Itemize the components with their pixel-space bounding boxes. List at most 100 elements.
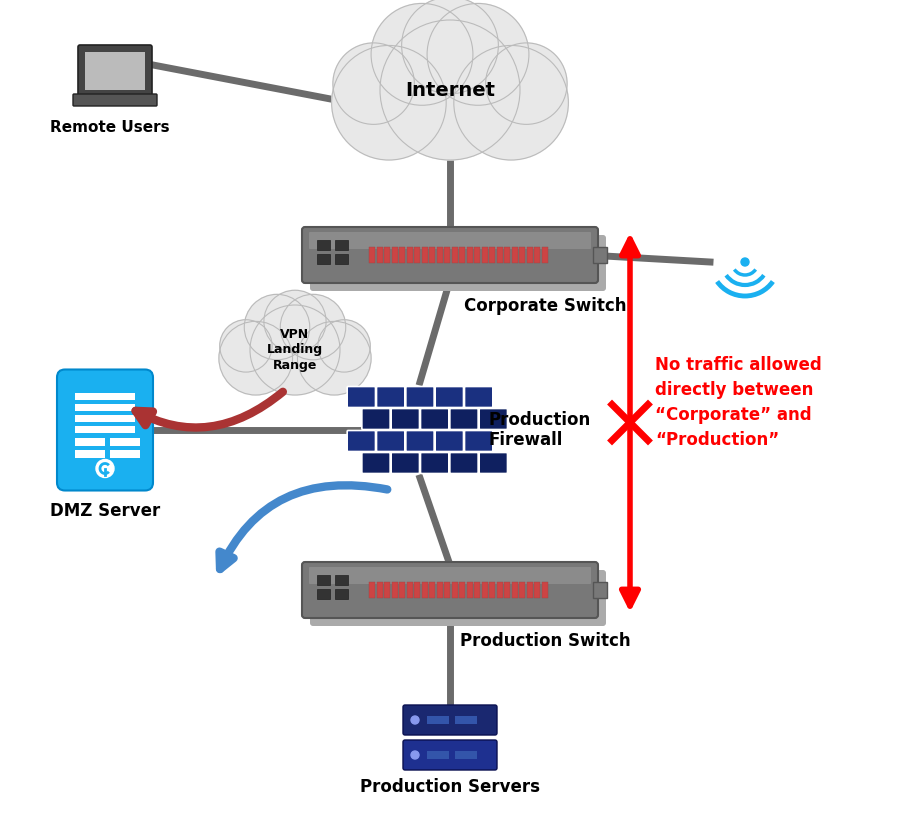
Bar xyxy=(369,582,375,598)
FancyBboxPatch shape xyxy=(464,431,493,451)
Circle shape xyxy=(298,321,371,395)
Bar xyxy=(455,716,477,724)
Bar xyxy=(526,582,533,598)
FancyBboxPatch shape xyxy=(309,567,591,584)
Bar xyxy=(519,582,525,598)
Bar xyxy=(75,437,105,446)
FancyBboxPatch shape xyxy=(376,431,405,451)
Bar xyxy=(519,247,525,263)
Circle shape xyxy=(428,3,529,106)
Bar xyxy=(436,582,443,598)
FancyBboxPatch shape xyxy=(403,740,497,770)
FancyBboxPatch shape xyxy=(57,369,153,491)
FancyBboxPatch shape xyxy=(479,409,508,429)
Bar xyxy=(400,247,405,263)
Bar xyxy=(455,751,477,759)
Text: DMZ Server: DMZ Server xyxy=(50,502,160,520)
Circle shape xyxy=(244,294,310,360)
Bar xyxy=(482,247,488,263)
Circle shape xyxy=(333,43,414,124)
Circle shape xyxy=(96,459,114,477)
Bar xyxy=(335,589,348,599)
Circle shape xyxy=(741,258,749,266)
Bar xyxy=(75,414,135,422)
Bar xyxy=(85,52,145,90)
Text: Remote Users: Remote Users xyxy=(50,120,170,135)
Bar xyxy=(452,582,458,598)
Bar xyxy=(414,247,420,263)
Text: Internet: Internet xyxy=(405,80,495,99)
Bar xyxy=(504,582,510,598)
FancyBboxPatch shape xyxy=(347,431,375,451)
Bar xyxy=(110,437,140,446)
Bar xyxy=(482,582,488,598)
FancyBboxPatch shape xyxy=(310,570,606,626)
Bar xyxy=(407,582,413,598)
Bar xyxy=(526,247,533,263)
FancyBboxPatch shape xyxy=(73,94,157,106)
Text: Production Servers: Production Servers xyxy=(360,778,540,796)
Circle shape xyxy=(371,3,472,106)
FancyBboxPatch shape xyxy=(403,705,497,735)
FancyBboxPatch shape xyxy=(392,409,419,429)
FancyBboxPatch shape xyxy=(362,453,391,473)
FancyBboxPatch shape xyxy=(436,387,464,408)
Bar xyxy=(497,247,502,263)
FancyBboxPatch shape xyxy=(406,431,434,451)
Circle shape xyxy=(380,20,520,160)
Bar xyxy=(377,247,382,263)
FancyBboxPatch shape xyxy=(362,409,391,429)
FancyBboxPatch shape xyxy=(479,453,508,473)
FancyBboxPatch shape xyxy=(302,562,598,618)
Bar xyxy=(459,582,465,598)
FancyBboxPatch shape xyxy=(420,453,449,473)
Bar xyxy=(445,247,450,263)
Circle shape xyxy=(219,321,292,395)
Bar xyxy=(335,254,348,264)
Bar xyxy=(317,254,330,264)
FancyBboxPatch shape xyxy=(406,387,434,408)
FancyBboxPatch shape xyxy=(450,453,478,473)
FancyBboxPatch shape xyxy=(392,453,419,473)
Bar xyxy=(490,582,495,598)
Circle shape xyxy=(250,305,340,395)
Bar xyxy=(392,247,398,263)
Bar xyxy=(75,426,135,432)
Bar xyxy=(511,247,517,263)
Bar xyxy=(504,247,510,263)
Bar xyxy=(474,247,481,263)
Bar xyxy=(422,582,427,598)
Bar xyxy=(542,582,547,598)
Bar xyxy=(369,247,375,263)
FancyBboxPatch shape xyxy=(376,387,405,408)
Text: VPN
Landing
Range: VPN Landing Range xyxy=(267,328,323,373)
FancyBboxPatch shape xyxy=(464,387,493,408)
Bar xyxy=(429,247,436,263)
Circle shape xyxy=(411,751,419,759)
Bar xyxy=(335,575,348,585)
Bar xyxy=(75,450,105,458)
Circle shape xyxy=(401,0,499,94)
Bar xyxy=(317,240,330,250)
Bar xyxy=(429,582,436,598)
Bar xyxy=(445,582,450,598)
Circle shape xyxy=(264,290,326,352)
Circle shape xyxy=(486,43,567,124)
Text: Production
Firewall: Production Firewall xyxy=(488,410,590,450)
Bar xyxy=(317,575,330,585)
Bar xyxy=(377,582,382,598)
Bar xyxy=(436,247,443,263)
Bar xyxy=(490,247,495,263)
FancyBboxPatch shape xyxy=(450,409,478,429)
Circle shape xyxy=(220,319,272,372)
Bar xyxy=(511,582,517,598)
Bar xyxy=(474,582,481,598)
Bar xyxy=(593,582,607,598)
Bar xyxy=(384,247,391,263)
FancyBboxPatch shape xyxy=(78,45,152,97)
Bar xyxy=(384,582,391,598)
Bar xyxy=(110,450,140,458)
Circle shape xyxy=(411,716,419,724)
Text: No traffic allowed
directly between
“Corporate” and
“Production”: No traffic allowed directly between “Cor… xyxy=(655,356,822,449)
Bar xyxy=(376,386,464,474)
